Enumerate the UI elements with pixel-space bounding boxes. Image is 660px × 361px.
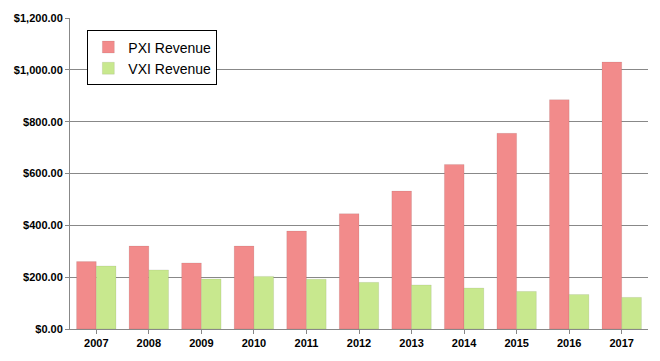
svg-text:2012: 2012 bbox=[347, 337, 371, 349]
svg-text:$400.00: $400.00 bbox=[23, 219, 63, 231]
svg-text:2010: 2010 bbox=[242, 337, 266, 349]
svg-text:2016: 2016 bbox=[557, 337, 581, 349]
svg-text:2013: 2013 bbox=[399, 337, 423, 349]
svg-text:2011: 2011 bbox=[295, 337, 319, 349]
svg-text:$1,000.00: $1,000.00 bbox=[14, 64, 63, 76]
svg-text:2008: 2008 bbox=[137, 337, 161, 349]
svg-text:2017: 2017 bbox=[609, 337, 633, 349]
svg-text:$1,200.00: $1,200.00 bbox=[14, 12, 63, 24]
svg-text:2009: 2009 bbox=[189, 337, 213, 349]
svg-text:$600.00: $600.00 bbox=[23, 167, 63, 179]
svg-text:PXI Revenue: PXI Revenue bbox=[128, 40, 211, 56]
svg-text:2015: 2015 bbox=[504, 337, 528, 349]
svg-text:VXI Revenue: VXI Revenue bbox=[128, 61, 211, 77]
svg-text:2007: 2007 bbox=[84, 337, 108, 349]
svg-text:$0.00: $0.00 bbox=[35, 323, 63, 335]
svg-text:$800.00: $800.00 bbox=[23, 116, 63, 128]
svg-text:$200.00: $200.00 bbox=[23, 271, 63, 283]
svg-text:2014: 2014 bbox=[452, 337, 477, 349]
